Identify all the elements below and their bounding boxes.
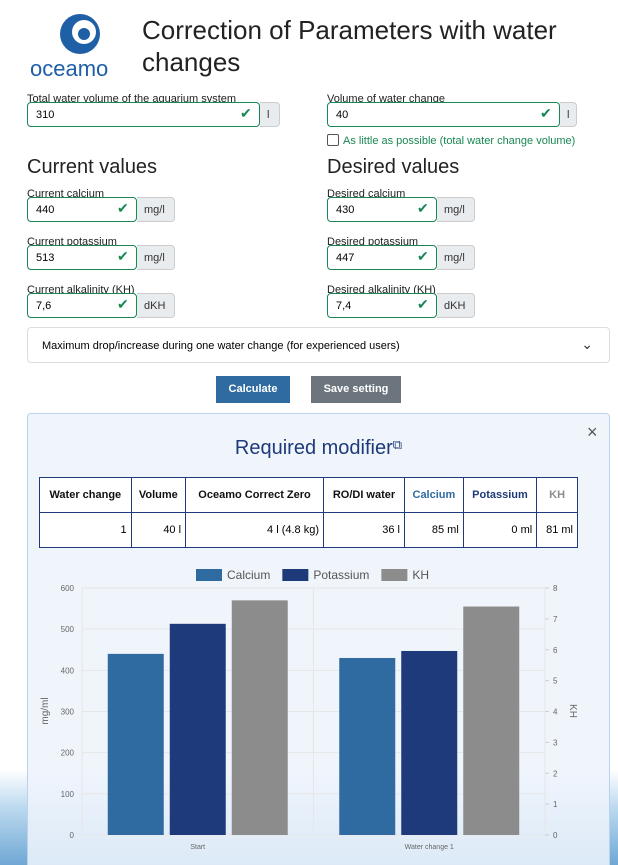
section-heading: Desired values <box>327 156 460 178</box>
x-tick-label: Start <box>190 844 205 851</box>
table-cell: 36 l <box>322 512 406 548</box>
table-cell: 0 ml <box>462 512 538 548</box>
save-button[interactable]: Save setting <box>311 376 401 403</box>
bar <box>401 650 458 835</box>
input[interactable]: 440 <box>27 197 137 222</box>
copy-icon[interactable]: ⧉ <box>392 437 403 452</box>
unit-addon: mg/l <box>137 245 175 270</box>
check: ✔ <box>240 105 252 121</box>
table-cell: 1 <box>39 512 132 548</box>
check: ✔ <box>540 105 552 121</box>
table-header: RO/DI water <box>322 477 406 513</box>
y2-axis-title: KH <box>567 704 578 718</box>
input[interactable]: 513 <box>27 245 137 270</box>
y2-tick-label: 3 <box>553 738 558 747</box>
page-title: Correction of Parameters with water chan… <box>142 15 557 77</box>
section-heading: Current values <box>27 156 158 178</box>
bar <box>169 623 226 835</box>
checkbox[interactable] <box>327 134 339 146</box>
legend-swatch <box>282 569 309 581</box>
legend-label: Calcium <box>227 568 270 582</box>
y2-tick-label: 6 <box>553 646 558 655</box>
x-tick-label: Water change 1 <box>405 844 454 851</box>
legend-label: Potassium <box>313 568 369 582</box>
y-tick-label: 500 <box>61 625 75 634</box>
y-tick-label: 100 <box>61 790 75 799</box>
input[interactable]: 430 <box>327 197 437 222</box>
y-axis-title: mg/ml <box>40 697 51 724</box>
calculate-button[interactable]: Calculate <box>216 376 290 403</box>
bar <box>339 657 396 835</box>
unit-addon: dKH <box>437 293 475 318</box>
y-tick-label: 400 <box>61 666 75 675</box>
accordion[interactable]: Maximum drop/increase during one water c… <box>27 327 610 363</box>
unit-addon: mg/l <box>437 197 475 222</box>
y2-tick-label: 2 <box>553 769 558 778</box>
unit-addon: l <box>560 102 577 127</box>
heading-text: Required modifier <box>234 437 393 459</box>
input[interactable]: 310 <box>27 102 260 127</box>
table-cell: 40 l <box>130 512 187 548</box>
check: ✔ <box>117 296 129 312</box>
check: ✔ <box>417 248 429 264</box>
unit-addon: mg/l <box>137 197 175 222</box>
table-header: Potassium <box>462 477 538 513</box>
table-cell: 85 ml <box>404 512 464 548</box>
y-tick-label: 600 <box>61 584 75 593</box>
check: ✔ <box>417 296 429 312</box>
legend-label: KH <box>412 568 429 582</box>
y2-tick-label: 4 <box>553 708 558 717</box>
y2-tick-label: 0 <box>553 831 558 840</box>
table-cell: 81 ml <box>536 512 578 548</box>
y-tick-label: 300 <box>61 708 75 717</box>
header-row: Water change Volume Oceamo Correct Zero RO/… <box>39 477 578 513</box>
unit-addon: mg/l <box>437 245 475 270</box>
bar <box>107 653 164 835</box>
result-heading: Required modifier⧉ <box>27 437 610 460</box>
y2-tick-label: 8 <box>553 584 558 593</box>
accordion-label: Maximum drop/increase during one water c… <box>42 340 400 352</box>
check: ✔ <box>117 200 129 216</box>
table-wrap: Water change Volume Oceamo Correct Zero RO/… <box>39 477 579 548</box>
result-table: Water change Volume Oceamo Correct Zero RO/… <box>39 477 578 548</box>
logo-icon <box>60 14 100 54</box>
unit-addon: l <box>260 102 280 127</box>
bar <box>231 600 288 835</box>
input[interactable]: 40 <box>327 102 560 127</box>
logo-text: oceamo <box>30 56 109 81</box>
check: ✔ <box>117 248 129 264</box>
table-header: KH <box>536 477 578 513</box>
y2-tick-label: 7 <box>553 615 558 624</box>
checkbox-label: As little as possible (total water chang… <box>343 135 576 147</box>
check: ✔ <box>417 200 429 216</box>
input[interactable]: 447 <box>327 245 437 270</box>
table-header: Volume <box>130 477 187 513</box>
y-tick-label: 200 <box>61 749 75 758</box>
y-tick-label: 0 <box>70 831 75 840</box>
bar <box>463 606 520 835</box>
y2-tick-label: 5 <box>553 677 558 686</box>
table-header: Oceamo Correct Zero <box>185 477 324 513</box>
legend-swatch <box>196 569 222 581</box>
close-button[interactable]: × <box>587 422 598 442</box>
legend-swatch <box>381 569 408 581</box>
input[interactable]: 7,6 <box>27 293 137 318</box>
chevron: ⌄ <box>581 336 593 352</box>
unit-addon: dKH <box>137 293 175 318</box>
y2-tick-label: 1 <box>553 800 558 809</box>
input[interactable]: 7,4 <box>327 293 437 318</box>
